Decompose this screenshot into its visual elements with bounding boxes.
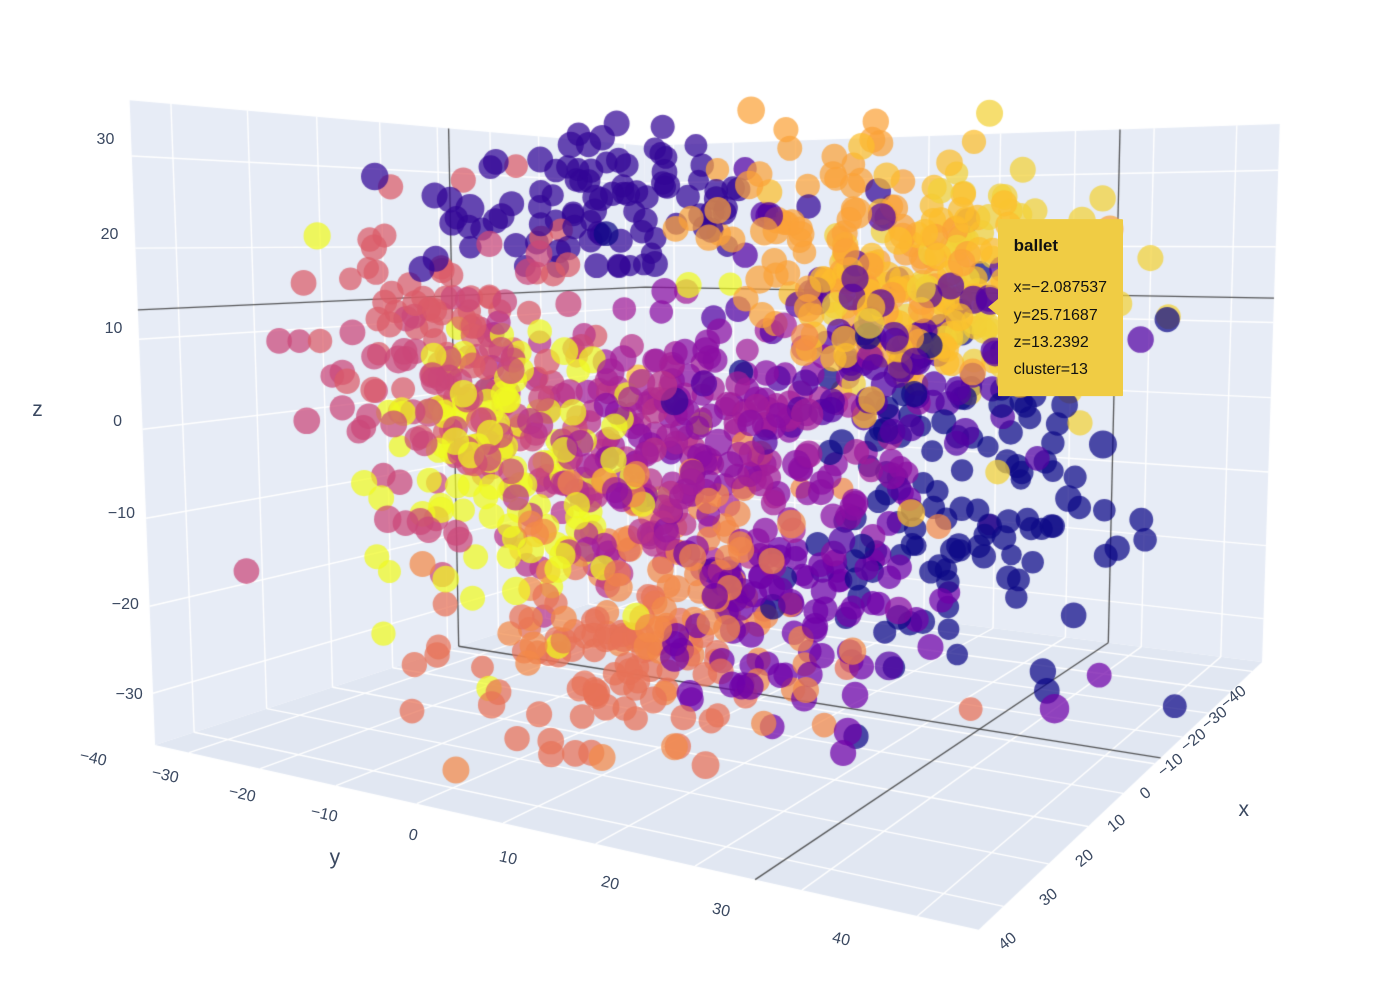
tooltip-z-value: z=13.2392 — [1013, 334, 1089, 352]
tooltip-x-value: x=−2.087537 — [1013, 279, 1108, 297]
tooltip-cluster-value: cluster=13 — [1013, 361, 1088, 379]
tooltip-y-value: y=25.71687 — [1013, 306, 1098, 324]
tooltip-title: ballet — [1013, 235, 1059, 255]
tooltip-arrow — [987, 298, 999, 317]
hover-tooltip: ballet x=−2.087537 y=25.71687 z=13.2392 … — [987, 218, 1124, 397]
